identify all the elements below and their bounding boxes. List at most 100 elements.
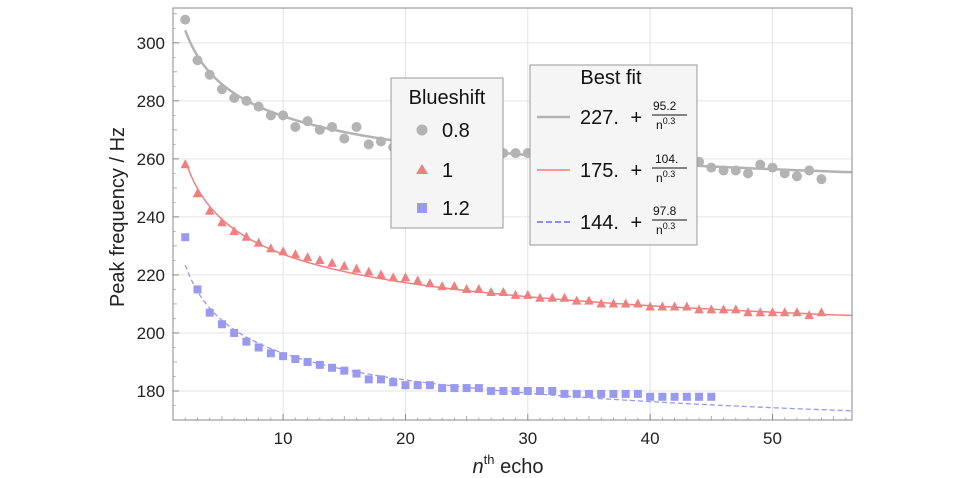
legend-fit-denominator-0.8: n0.3: [656, 116, 675, 132]
legend-fit-den-exp-0.8: 0.3: [663, 116, 676, 126]
point-blueshift-1: [302, 252, 313, 262]
point-blueshift-0.8: [229, 92, 240, 103]
point-blueshift-1.2: [682, 392, 691, 401]
point-blueshift-1: [204, 205, 215, 215]
point-blueshift-0.8: [339, 133, 350, 144]
point-blueshift-1: [657, 301, 668, 311]
legend-fit-den-exp-1: 0.3: [663, 169, 676, 179]
point-blueshift-1.2: [646, 392, 655, 401]
point-blueshift-1: [363, 266, 374, 276]
point-blueshift-1.2: [217, 320, 226, 329]
legend-entry-0.8: 0.8: [416, 120, 470, 142]
point-blueshift-1: [633, 298, 643, 308]
legend-fit-plus-1.2: +: [625, 212, 648, 234]
legend-entry-1: 1: [416, 160, 453, 182]
point-blueshift-1.2: [597, 389, 606, 398]
point-blueshift-1.2: [205, 308, 214, 317]
point-blueshift-1.2: [376, 375, 385, 384]
legend-fit-den-base-0.8: n: [656, 118, 663, 132]
legend-fit-numerator-0.8: 95.2: [653, 99, 677, 113]
y-tick-label: 200: [137, 324, 165, 343]
point-blueshift-1.2: [352, 369, 361, 378]
point-blueshift-1: [278, 246, 288, 256]
point-blueshift-1.2: [523, 386, 532, 395]
x-tick-label: 50: [763, 429, 782, 448]
point-blueshift-0.8: [314, 124, 325, 135]
legend-label-1: 1: [442, 160, 453, 182]
point-blueshift-1.2: [572, 389, 581, 398]
point-blueshift-1.2: [560, 389, 569, 398]
point-blueshift-1: [192, 188, 203, 198]
point-blueshift-1: [351, 263, 362, 273]
legend-best-fit-title: Best fit: [580, 67, 642, 89]
point-blueshift-0.8: [253, 101, 264, 112]
point-blueshift-1.2: [511, 386, 520, 395]
point-blueshift-1: [535, 292, 545, 302]
point-blueshift-1: [327, 257, 337, 267]
point-blueshift-0.8: [265, 110, 276, 121]
point-blueshift-0.8: [779, 168, 790, 179]
legend-best-fit: Best fit 227. + 95.2 n0.3 175. + 104. n0…: [529, 64, 698, 246]
legend-fit-denominator-1: n0.3: [656, 169, 675, 185]
point-blueshift-1.2: [291, 355, 300, 364]
point-blueshift-1: [559, 292, 570, 302]
point-blueshift-1.2: [633, 389, 642, 398]
y-tick-label: 220: [137, 266, 165, 285]
point-blueshift-1: [608, 298, 619, 308]
point-blueshift-1: [779, 307, 790, 317]
point-blueshift-0.8: [363, 139, 374, 150]
point-blueshift-1.2: [658, 392, 667, 401]
point-blueshift-0.8: [791, 171, 802, 182]
point-blueshift-1.2: [707, 392, 716, 401]
point-blueshift-1.2: [364, 375, 373, 384]
point-blueshift-1.2: [425, 381, 434, 390]
y-tick-label: 240: [137, 208, 165, 227]
point-blueshift-1.2: [438, 384, 447, 393]
x-tick-label: 20: [396, 429, 415, 448]
legend-label-1.2: 1.2: [442, 198, 470, 220]
x-axis-label-base: n: [473, 456, 484, 478]
y-tick-label: 260: [137, 150, 165, 169]
point-blueshift-1: [718, 304, 729, 314]
point-blueshift-1.2: [230, 328, 239, 337]
point-blueshift-1: [486, 286, 496, 296]
point-blueshift-0.8: [743, 168, 754, 179]
point-blueshift-0.8: [192, 55, 203, 66]
point-blueshift-1.2: [389, 378, 398, 387]
point-blueshift-1.2: [695, 392, 704, 401]
point-blueshift-1: [804, 310, 814, 320]
y-tick-label: 180: [137, 382, 165, 401]
point-blueshift-1.2: [450, 384, 459, 393]
point-blueshift-1.2: [670, 392, 679, 401]
point-blueshift-0.8: [767, 162, 778, 173]
x-tick-label: 40: [641, 429, 660, 448]
point-blueshift-1: [547, 292, 558, 302]
legend-square-marker: [417, 203, 427, 213]
point-blueshift-0.8: [730, 165, 741, 176]
point-blueshift-1: [437, 281, 447, 291]
point-blueshift-1: [743, 307, 753, 317]
point-blueshift-1.2: [279, 352, 288, 361]
point-blueshift-1: [461, 284, 472, 294]
point-blueshift-1: [498, 286, 509, 296]
point-blueshift-1: [290, 249, 301, 259]
point-blueshift-1: [755, 307, 765, 317]
legend-circle-marker: [416, 124, 428, 136]
point-blueshift-1: [449, 281, 460, 291]
point-blueshift-1.2: [536, 386, 545, 395]
point-blueshift-1.2: [181, 233, 190, 242]
x-axis-ticks: 10 20 30 40 50: [184, 414, 847, 448]
point-blueshift-0.8: [718, 165, 729, 176]
legend-fit-den-base-1: n: [656, 171, 663, 185]
legend-fit-numerator-1.2: 97.8: [653, 204, 677, 218]
point-blueshift-1: [412, 275, 423, 285]
x-tick-label: 30: [518, 429, 537, 448]
point-blueshift-0.8: [816, 174, 827, 185]
point-blueshift-1: [694, 304, 704, 314]
x-tick-label: 10: [274, 429, 293, 448]
point-blueshift-0.8: [302, 116, 313, 127]
point-blueshift-1.2: [548, 386, 557, 395]
legend-triangle-marker: [416, 164, 428, 174]
legend-fit-constant-0.8: 227.: [580, 107, 619, 129]
